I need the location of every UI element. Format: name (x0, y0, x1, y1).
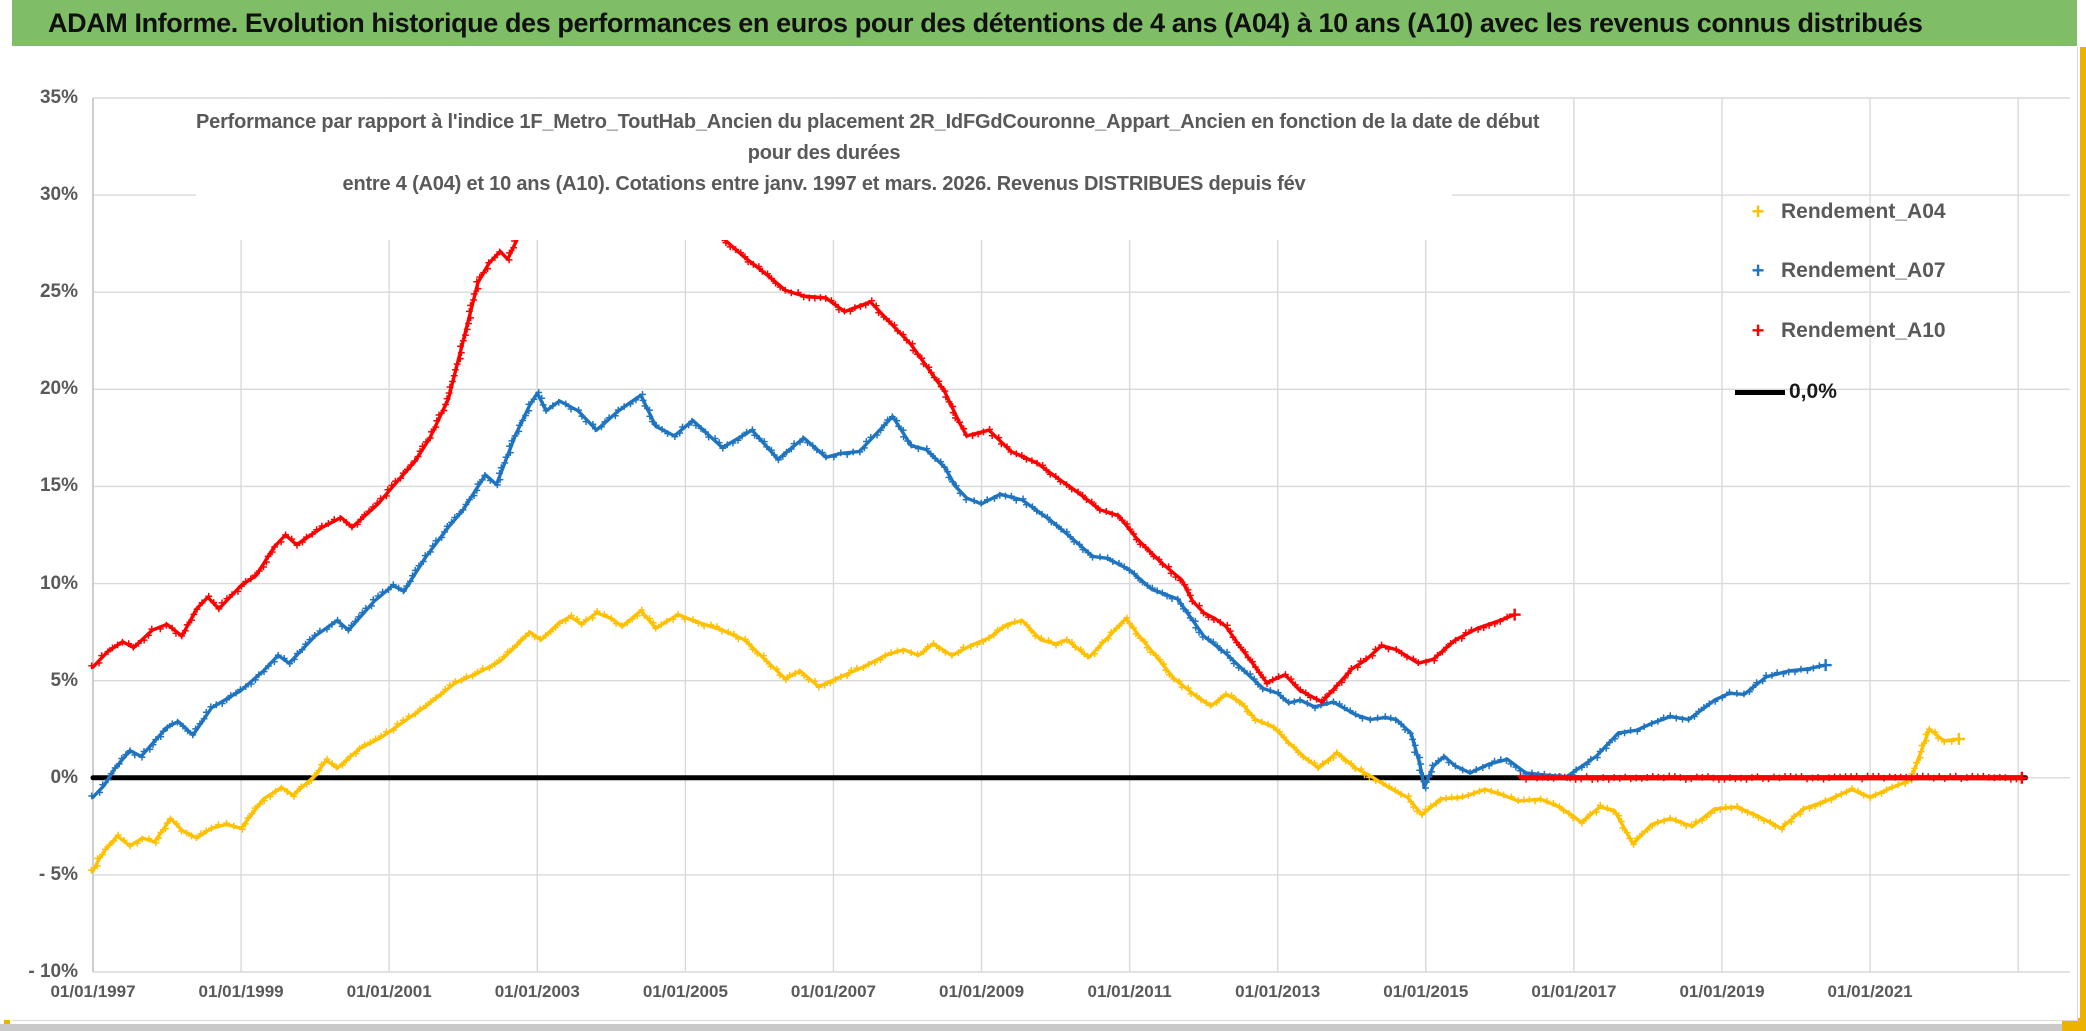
y-tick-label: 30% (39, 184, 78, 206)
plot-area (87, 97, 2070, 973)
x-tick-label: 01/01/2011 (1087, 982, 1172, 1001)
chart-canvas[interactable]: 35% 30% 25% 20% 15% 10% 5% 0% - 5% - 10% 01/01/19… (0, 47, 2078, 1020)
x-tick-label: 01/01/2007 (790, 982, 876, 1001)
header-bar: ADAM Informe. Evolution historique des p… (12, 0, 2077, 46)
chart-title: Performance par rapport à l'indice 1F_Me… (196, 99, 1540, 240)
legend-item-rendement-a04[interactable]: + Rendement_A04 (1735, 197, 1946, 227)
window-bottom-edge (0, 1024, 2062, 1031)
x-tick-label: 01/01/2009 (938, 982, 1025, 1001)
chart-title-line-1: Performance par rapport à l'indice 1F_Me… (196, 111, 1540, 133)
chart-object-border-bottom (12, 1020, 2078, 1021)
y-tick-label: 0% (50, 766, 78, 788)
black-line-icon (1735, 389, 1785, 395)
x-tick-label: 01/01/1999 (198, 982, 284, 1001)
legend-item-rendement-a10[interactable]: + Rendement_A10 (1735, 316, 1946, 346)
legend-label: 0,0% (1789, 380, 1837, 403)
x-tick-label: 01/01/2003 (494, 982, 580, 1001)
y-tick-label: 5% (50, 669, 78, 691)
x-tick-label: 01/01/2013 (1235, 982, 1321, 1001)
x-tick-label: 01/01/1997 (50, 982, 136, 1001)
x-tick-label: 01/01/2021 (1827, 982, 1913, 1001)
x-tick-label: 01/01/2001 (346, 982, 432, 1001)
selection-border-right[interactable] (2080, 47, 2086, 1031)
legend-label: Rendement_A04 (1781, 200, 1946, 223)
chart-object-border-right (2077, 47, 2078, 1020)
x-tick-label: 01/01/2015 (1383, 982, 1469, 1001)
plus-marker-icon: + (1751, 318, 1765, 343)
selection-handle-bottom-right[interactable] (2062, 1018, 2086, 1031)
y-tick-label: 25% (39, 281, 78, 303)
y-tick-label: - 10% (28, 961, 78, 982)
y-tick-label: 10% (39, 572, 78, 594)
y-tick-label: 20% (39, 378, 78, 400)
plus-marker-icon: + (1751, 258, 1765, 283)
chart-title-line-3: entre 4 (A04) et 10 ans (A10). Cotations… (342, 173, 1306, 195)
legend-item-rendement-a07[interactable]: + Rendement_A07 (1735, 256, 1946, 286)
y-tick-label: 15% (39, 475, 78, 497)
legend-item-zero-line[interactable]: 0,0% (1735, 377, 1837, 407)
legend-label: Rendement_A07 (1781, 259, 1946, 282)
x-tick-label: 01/01/2005 (642, 982, 728, 1001)
chart-title-line-2: pour des durées (747, 142, 901, 164)
x-tick-label: 01/01/2017 (1531, 982, 1617, 1001)
x-tick-label: 01/01/2019 (1679, 982, 1765, 1001)
y-tick-label: 35% (39, 87, 78, 108)
y-tick-label: - 5% (38, 863, 78, 885)
legend-label: Rendement_A10 (1781, 319, 1946, 342)
page-title: ADAM Informe. Evolution historique des p… (48, 7, 1923, 38)
plus-marker-icon: + (1751, 199, 1765, 224)
